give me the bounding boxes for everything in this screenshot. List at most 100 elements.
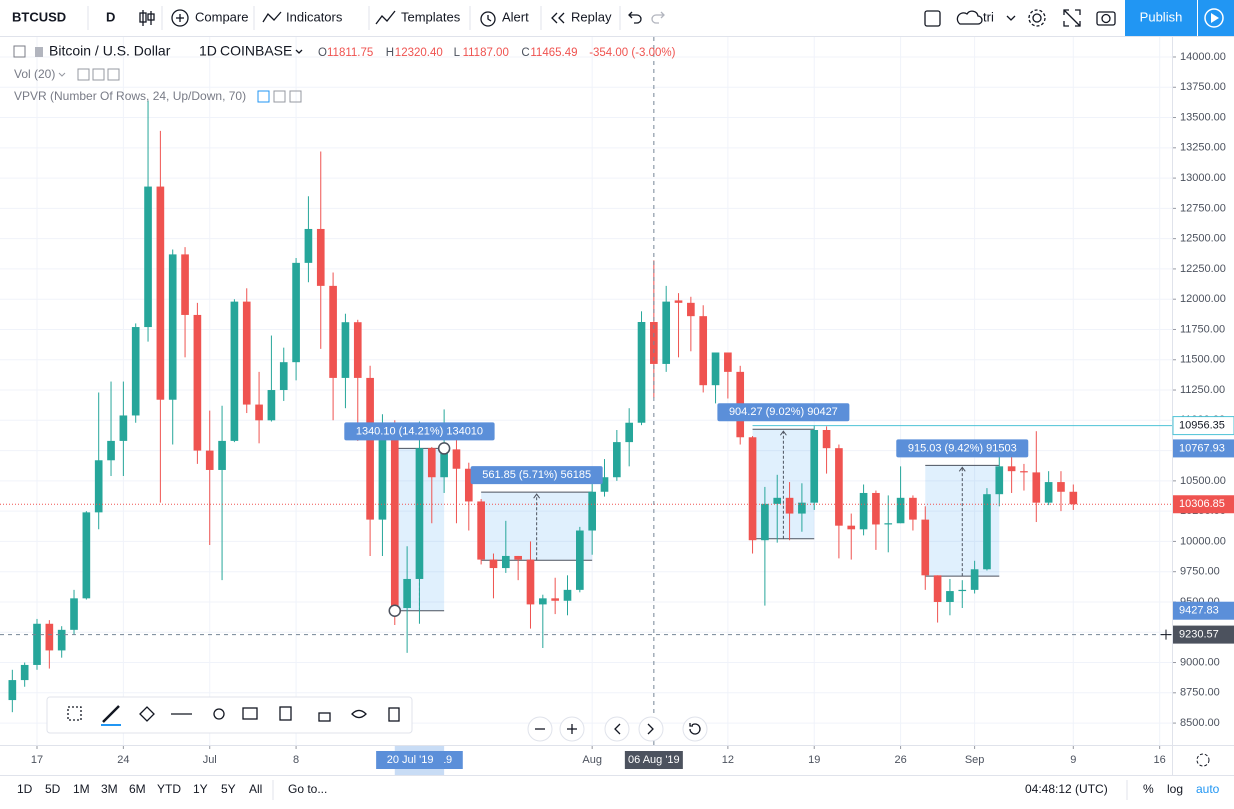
candle-body	[600, 477, 609, 492]
candle-body	[415, 448, 424, 579]
stream-icon[interactable]	[1204, 8, 1224, 28]
candle-body	[933, 575, 942, 602]
y-tick-label: 12750.00	[1180, 202, 1226, 214]
snapshot-icon[interactable]	[1096, 11, 1116, 26]
y-tick-label: 8750.00	[1180, 687, 1220, 699]
measure-arrowhead	[779, 430, 787, 436]
candle-body	[896, 497, 905, 524]
templates-button[interactable]: Templates	[401, 9, 461, 24]
range-buttons: 1D 5D 1M 3M 6M YTD 1Y 5Y All	[17, 782, 262, 796]
publish-button[interactable]: Publish	[1140, 9, 1183, 24]
ohlc-key: O	[318, 47, 327, 59]
measure-label-bg	[896, 439, 1029, 458]
measure-handle[interactable]	[388, 604, 402, 617]
range-button[interactable]: All	[249, 782, 262, 796]
axis-settings[interactable]	[1196, 753, 1210, 767]
legend-chevron[interactable]	[295, 49, 303, 54]
clock: 04:48:12 (UTC)	[1025, 782, 1108, 796]
chart-type-icon[interactable]	[139, 10, 155, 26]
measure-handle[interactable]	[437, 442, 451, 455]
y-tick-label: 14000.00	[1180, 51, 1226, 63]
candle-body	[144, 186, 152, 328]
templates-icon[interactable]	[375, 10, 396, 25]
compare-icon[interactable]	[171, 9, 189, 27]
candle-body	[378, 438, 387, 520]
layout-chevron[interactable]	[1006, 15, 1016, 21]
indicator-vol[interactable]: Vol (20)	[14, 67, 55, 81]
alert-icon[interactable]	[480, 11, 496, 27]
range-button[interactable]: 6M	[129, 782, 146, 796]
candle-body	[45, 623, 54, 651]
range-button[interactable]: YTD	[157, 782, 181, 796]
y-tick-label: 13000.00	[1180, 172, 1226, 184]
candle-body	[181, 254, 189, 315]
cloud-icon[interactable]	[956, 10, 983, 25]
layout-name[interactable]: tri	[983, 9, 994, 24]
range-button[interactable]: 1M	[73, 782, 90, 796]
indicators-button[interactable]: Indicators	[286, 9, 343, 24]
range-button[interactable]: 1Y	[193, 782, 208, 796]
candle-body	[724, 352, 732, 372]
range-button[interactable]: 5D	[45, 782, 61, 796]
measure-arrowhead	[958, 466, 966, 472]
candle-body	[785, 497, 794, 514]
candle-body	[440, 449, 448, 478]
symbol[interactable]: BTCUSD	[12, 9, 66, 24]
settings-icon[interactable]	[1028, 9, 1046, 27]
range-button[interactable]: 3M	[101, 782, 118, 796]
x-tick-label: 12	[722, 754, 734, 766]
candle-body	[748, 437, 757, 541]
fullscreen-icon[interactable]	[1063, 9, 1081, 27]
indicators-icon[interactable]	[262, 11, 282, 23]
alert-button[interactable]: Alert	[502, 9, 529, 24]
indicator-buttons[interactable]	[58, 68, 302, 103]
percent-toggle[interactable]: %	[1143, 782, 1154, 796]
legend-interval: 1D	[199, 43, 217, 59]
collapse-icon[interactable]	[13, 45, 26, 58]
replay-icon[interactable]	[551, 12, 565, 24]
interval[interactable]: D	[106, 9, 115, 24]
candle-body	[798, 502, 806, 514]
candle-body	[255, 404, 263, 421]
goto-button[interactable]: Go to...	[288, 782, 327, 796]
y-tick-label: 9750.00	[1180, 566, 1220, 578]
candle-body	[156, 186, 165, 400]
candle-body	[613, 442, 621, 478]
log-toggle[interactable]: log	[1167, 782, 1183, 796]
auto-toggle[interactable]: auto	[1196, 782, 1220, 796]
measure-label-bg	[717, 403, 850, 422]
candle-body	[403, 578, 411, 609]
undo-icon[interactable]	[628, 11, 642, 24]
range-button[interactable]: 1D	[17, 782, 33, 796]
candle-body	[970, 569, 979, 590]
price-tag-bg	[1173, 439, 1234, 458]
compare-button[interactable]: Compare	[195, 9, 248, 24]
indicator-vpvr[interactable]: VPVR (Number Of Rows, 24, Up/Down, 70)	[14, 89, 246, 103]
candle-body	[8, 680, 17, 701]
measure-arrowhead	[533, 493, 541, 499]
candle-body	[526, 559, 535, 605]
crosshair-price-bg	[1173, 625, 1234, 644]
candle-body	[366, 377, 374, 520]
x-tick-label: 17	[31, 754, 43, 766]
crosshair-date: 06 Aug '19	[628, 754, 680, 766]
layout-icon[interactable]	[924, 10, 941, 27]
navigation-buttons[interactable]	[527, 716, 708, 742]
candle-body	[501, 555, 510, 569]
candle-body	[674, 300, 683, 303]
candle-body	[761, 503, 769, 541]
candle-body	[292, 262, 300, 363]
y-tick-label: 9000.00	[1180, 656, 1220, 668]
last-price-bg	[1173, 495, 1234, 514]
drawing-tools[interactable]	[67, 705, 400, 726]
range-button[interactable]: 5Y	[221, 782, 236, 796]
candle-body	[699, 316, 708, 386]
redo-icon[interactable]	[651, 11, 665, 24]
ohlc-key: L	[454, 47, 461, 59]
stream-icon-play	[1211, 13, 1219, 23]
y-tick-label: 10500.00	[1180, 475, 1226, 487]
publish-button-bg[interactable]	[1125, 0, 1197, 36]
measure-label-bg	[344, 422, 495, 441]
y-tick-label: 10000.00	[1180, 535, 1226, 547]
replay-button[interactable]: Replay	[571, 9, 612, 24]
